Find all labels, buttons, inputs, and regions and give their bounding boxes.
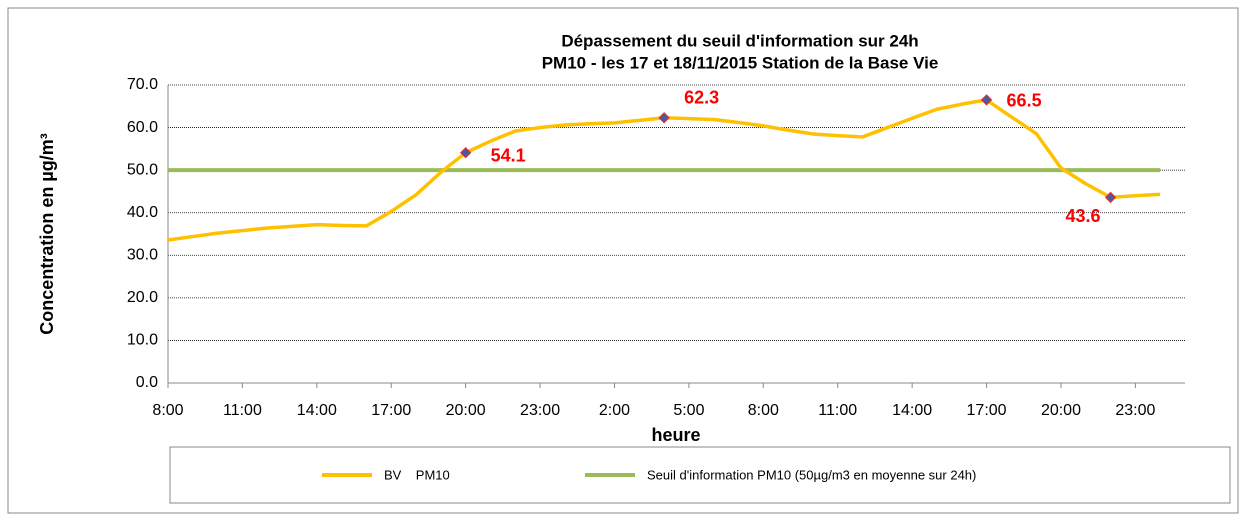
x-tick-label: 20:00 <box>446 402 486 419</box>
x-tick-label: 17:00 <box>967 402 1007 419</box>
x-tick-label: 14:00 <box>892 402 932 419</box>
y-tick-label: 30.0 <box>127 247 158 264</box>
chart-frame <box>7 7 1239 514</box>
y-axis-title: Concentration en µg/m³ <box>37 133 57 334</box>
y-tick-label: 0.0 <box>136 374 158 391</box>
x-tick-label: 11:00 <box>223 402 262 419</box>
y-tick-label: 60.0 <box>127 119 158 136</box>
x-axis-title: heure <box>651 425 700 445</box>
x-tick-label: 8:00 <box>152 402 183 419</box>
x-tick-label: 5:00 <box>673 402 704 419</box>
data-label: 66.5 <box>1007 91 1042 111</box>
x-tick-label: 20:00 <box>1041 402 1081 419</box>
x-tick-label: 11:00 <box>818 402 857 419</box>
data-label: 54.1 <box>491 145 526 165</box>
point-marker <box>658 112 670 124</box>
x-tick-label: 2:00 <box>599 402 630 419</box>
legend-label: Seuil d'information PM10 (50µg/m3 en moy… <box>647 467 976 482</box>
x-tick-label: 14:00 <box>297 402 337 419</box>
x-tick-label: 8:00 <box>748 402 779 419</box>
x-tick-label: 23:00 <box>520 402 560 419</box>
legend-label: BV PM10 <box>384 467 450 482</box>
chart-title: Dépassement du seuil d'information sur 2… <box>561 31 918 50</box>
y-tick-label: 50.0 <box>127 161 158 178</box>
chart-subtitle: PM10 - les 17 et 18/11/2015 Station de l… <box>542 53 939 72</box>
data-label: 43.6 <box>1066 206 1101 226</box>
point-marker <box>980 94 993 106</box>
y-tick-label: 10.0 <box>127 332 158 349</box>
x-tick-label: 17:00 <box>371 402 411 419</box>
data-label: 62.3 <box>684 88 719 108</box>
y-tick-label: 20.0 <box>127 289 158 306</box>
y-tick-label: 70.0 <box>127 76 158 93</box>
point-marker <box>459 146 472 159</box>
y-tick-label: 40.0 <box>127 204 158 221</box>
point-marker <box>1104 191 1117 204</box>
x-tick-label: 23:00 <box>1115 402 1155 419</box>
